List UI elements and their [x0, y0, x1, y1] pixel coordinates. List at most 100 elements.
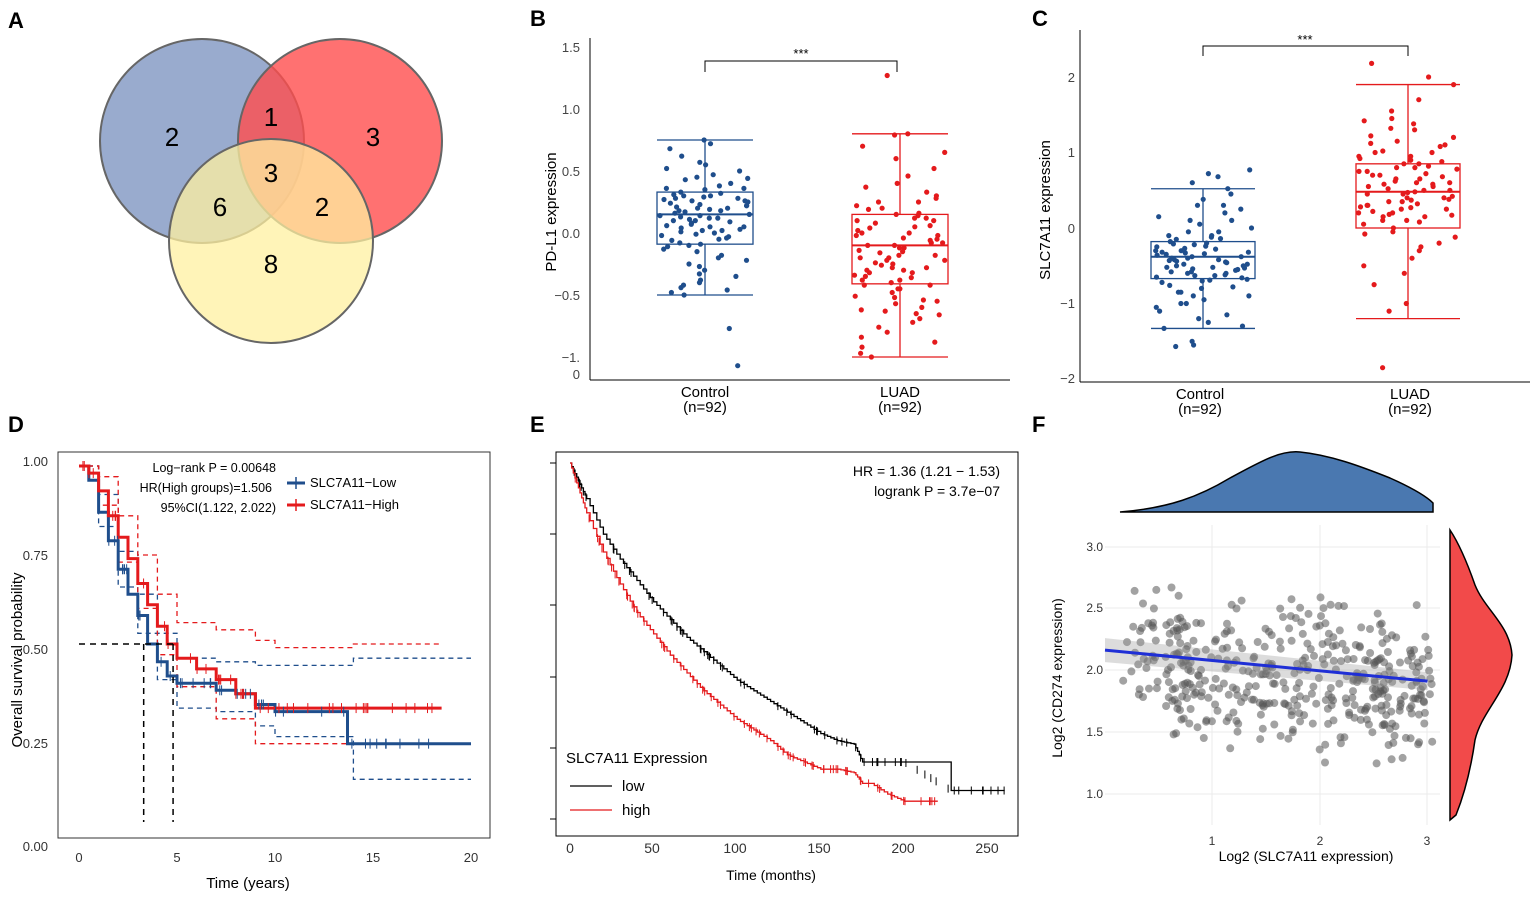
b-point — [681, 292, 687, 298]
b-point — [682, 177, 688, 183]
b-point — [858, 307, 864, 313]
f-point — [1314, 674, 1323, 682]
c-point — [1217, 236, 1224, 242]
e-curve-high — [570, 462, 938, 802]
f-point — [1383, 648, 1392, 656]
e-xtick: 150 — [807, 840, 831, 856]
f-point — [1355, 643, 1364, 652]
f-point — [1237, 698, 1245, 706]
c-point — [1188, 269, 1194, 275]
c-xlabel-luad: LUAD — [1390, 386, 1430, 403]
c-point — [1401, 270, 1407, 276]
f-point — [1321, 740, 1330, 749]
f-point — [1349, 655, 1358, 663]
e-xtick: 0 — [566, 840, 574, 856]
c-point — [1163, 251, 1169, 257]
f-point — [1197, 619, 1205, 628]
b-point — [701, 137, 707, 143]
f-point — [1307, 689, 1316, 698]
b-point — [893, 301, 899, 307]
c-point — [1171, 257, 1177, 263]
c-point — [1205, 319, 1211, 325]
d-xtick: 20 — [464, 850, 478, 865]
b-point — [858, 350, 864, 356]
c-point — [1220, 202, 1227, 208]
b-point — [746, 211, 752, 217]
b-point — [678, 214, 684, 220]
c-point — [1191, 242, 1197, 248]
f-point — [1378, 627, 1387, 636]
b-point — [879, 205, 885, 211]
c-point — [1239, 323, 1246, 329]
c-point — [1198, 285, 1205, 291]
b-point — [942, 149, 948, 155]
c-point — [1449, 212, 1455, 218]
panel-letter-f: F — [1032, 412, 1045, 437]
b-point — [696, 263, 703, 270]
d-ytick: 1.00 — [23, 454, 48, 469]
f-point — [1349, 687, 1357, 696]
b-point — [701, 194, 707, 200]
b-point — [891, 242, 898, 248]
f-point — [1298, 629, 1307, 638]
b-point — [697, 201, 703, 208]
b-point — [716, 236, 722, 242]
d-legend-low: SLC7A11−Low — [310, 475, 397, 490]
f-point — [1326, 684, 1335, 692]
f-point — [1139, 599, 1147, 608]
e-curves — [570, 462, 1005, 806]
c-point — [1173, 236, 1179, 242]
c-point — [1442, 142, 1448, 148]
f-point — [1418, 682, 1427, 691]
c-point — [1230, 284, 1236, 290]
b-point — [855, 227, 861, 234]
c-point — [1389, 115, 1395, 122]
f-point — [1202, 716, 1211, 725]
f-point — [1253, 638, 1262, 646]
c-point — [1430, 181, 1436, 187]
f-point — [1418, 655, 1427, 664]
b-point — [728, 180, 734, 186]
b-point — [678, 229, 684, 235]
b-point — [744, 203, 750, 209]
f-point — [1149, 656, 1158, 665]
b-point — [910, 319, 916, 325]
c-point — [1413, 180, 1420, 186]
f-point — [1427, 680, 1436, 689]
f-point — [1165, 638, 1174, 647]
c-point — [1449, 193, 1455, 199]
f-point — [1171, 684, 1180, 693]
b-point — [663, 185, 670, 191]
c-point — [1154, 252, 1160, 258]
b-point — [727, 219, 733, 225]
f-point — [1185, 719, 1194, 728]
c-point — [1178, 289, 1184, 295]
f-point — [1396, 699, 1405, 708]
f-point — [1415, 710, 1423, 719]
f-point — [1321, 758, 1329, 767]
venn-yellow-only: 8 — [264, 249, 278, 279]
f-point — [1357, 623, 1366, 632]
b-point — [935, 232, 941, 239]
c-point — [1389, 108, 1395, 114]
f-point — [1270, 720, 1279, 729]
b-point — [931, 165, 937, 172]
e-yticks — [550, 462, 556, 820]
b-point — [711, 230, 718, 236]
c-point — [1222, 210, 1228, 216]
f-point — [1364, 720, 1373, 729]
b-point — [724, 235, 730, 241]
b-point — [669, 237, 675, 243]
f-point — [1312, 622, 1321, 631]
f-point — [1272, 671, 1281, 680]
b-point — [707, 141, 714, 147]
f-point — [1162, 621, 1171, 630]
b-point — [703, 162, 709, 168]
f-point — [1195, 680, 1204, 689]
panel-e: E 0 50 100 150 200 250 Time (months) HR … — [530, 412, 1019, 883]
f-point — [1208, 683, 1217, 692]
b-point — [905, 131, 911, 137]
b-point — [686, 242, 692, 248]
venn-red-yellow: 2 — [315, 192, 329, 222]
panel-d: D 1.00 0.75 0.50 0.25 0.00 0 5 10 15 20 … — [8, 412, 491, 892]
